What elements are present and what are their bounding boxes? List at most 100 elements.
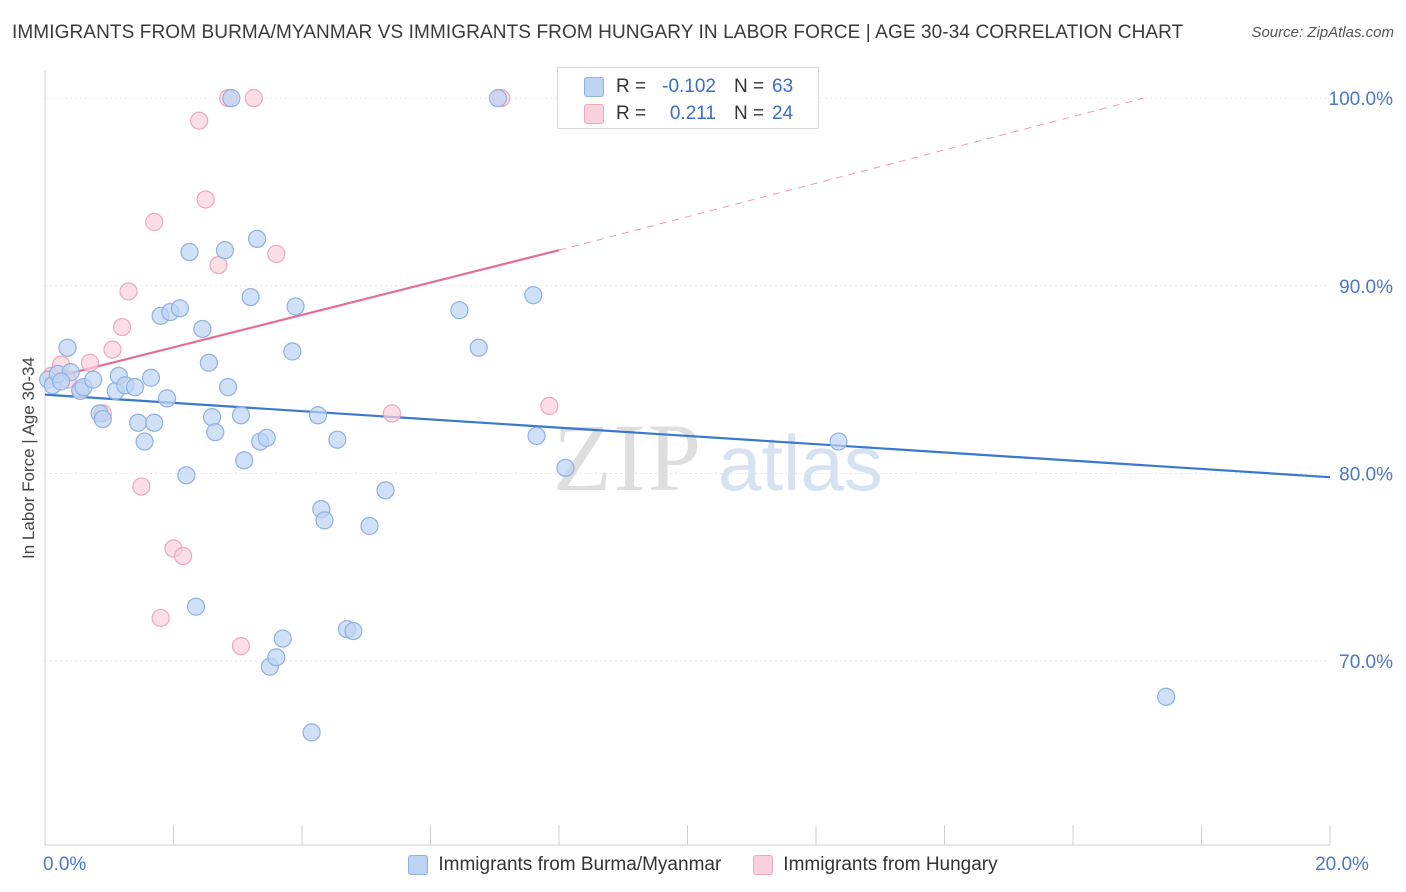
data-point-burma [135, 432, 154, 451]
point-layer [39, 89, 1176, 742]
data-point-burma [129, 413, 148, 432]
data-point-burma [241, 287, 260, 307]
legend-label-hungary: Immigrants from Hungary [783, 854, 998, 875]
data-point-burma [222, 89, 241, 108]
data-point-hungary [112, 317, 132, 337]
data-point-burma [286, 297, 305, 316]
stat-swatch-pink [584, 104, 604, 124]
axis-layer [44, 70, 1331, 846]
trend-line-hungary [44, 249, 560, 381]
grid-layer [45, 97, 1330, 662]
data-point-burma [344, 621, 363, 641]
data-point-burma [527, 426, 546, 446]
watermark-atlas: atlas [718, 419, 883, 507]
data-point-burma [125, 378, 145, 397]
watermark: ZIP atlas [553, 404, 883, 511]
data-point-burma [450, 301, 469, 320]
stat-swatch-blue [584, 77, 604, 97]
data-point-burma [328, 430, 347, 449]
data-point-hungary [103, 340, 122, 359]
data-point-burma [360, 516, 379, 536]
x-tick-label: 0.0% [43, 854, 86, 875]
data-point-burma [469, 338, 488, 357]
data-point-burma [267, 648, 286, 667]
data-point-hungary [267, 244, 286, 263]
data-point-burma [177, 466, 196, 485]
legend-swatch-blue [408, 855, 429, 875]
data-point-hungary [80, 353, 100, 372]
data-point-burma [215, 241, 234, 260]
legend-item-hungary[interactable]: Immigrants from Hungary [753, 854, 998, 876]
data-point-hungary [196, 190, 215, 209]
data-point-burma [1157, 687, 1176, 706]
data-point-hungary [190, 111, 209, 130]
data-point-burma [524, 286, 543, 305]
stat-r-value-blue: -0.102 [662, 76, 716, 97]
stat-r-label: R = [616, 76, 647, 97]
stat-r-value-pink: 0.211 [669, 103, 716, 124]
data-point-burma [180, 242, 199, 262]
x-tick-label: 20.0% [1315, 854, 1369, 875]
chart-legend: Immigrants from Burma/Myanmar Immigrants… [0, 850, 1406, 880]
data-point-burma [219, 378, 238, 397]
data-point-burma [93, 409, 112, 429]
data-point-hungary [382, 404, 402, 423]
data-point-hungary [145, 212, 164, 232]
data-point-burma [202, 408, 222, 427]
data-point-burma [283, 342, 302, 361]
legend-item-burma[interactable]: Immigrants from Burma/Myanmar [408, 854, 721, 876]
data-point-burma [193, 319, 212, 339]
data-point-hungary [540, 396, 559, 415]
trend-line-hungary [558, 97, 1144, 251]
data-point-hungary [174, 546, 193, 566]
stat-n-label: N = [734, 76, 765, 97]
data-point-hungary [151, 608, 170, 628]
data-point-hungary [132, 477, 151, 496]
stat-n-value-pink: 24 [772, 103, 794, 124]
data-point-burma [84, 370, 103, 389]
tick-layer: 100.0% 90.0% 80.0% 70.0% 0.0% 20.0% [43, 89, 1393, 875]
data-point-hungary [119, 282, 138, 301]
watermark-zip: ZIP [553, 404, 703, 511]
y-tick-label: 70.0% [1339, 652, 1393, 673]
legend-swatch-pink [753, 855, 774, 875]
data-point-burma [231, 406, 251, 425]
chart-title: IMMIGRANTS FROM BURMA/MYANMAR VS IMMIGRA… [12, 22, 1184, 43]
data-point-burma [273, 629, 292, 648]
correlation-stats-box: R = -0.102 N = 63 R = 0.211 N = 24 [557, 67, 819, 129]
data-point-burma [206, 423, 225, 442]
legend-label-burma: Immigrants from Burma/Myanmar [438, 854, 722, 875]
stat-n-label: N = [734, 103, 765, 124]
data-point-hungary [231, 636, 251, 656]
data-point-burma [829, 432, 848, 451]
data-point-burma [376, 481, 395, 500]
data-point-burma [58, 338, 77, 357]
data-point-hungary [209, 256, 228, 275]
y-tick-label: 100.0% [1329, 89, 1394, 110]
stat-n-value-blue: 63 [772, 76, 794, 97]
trend-layer [44, 97, 1331, 479]
data-point-burma [302, 723, 321, 742]
data-point-burma [145, 413, 164, 432]
data-point-burma [257, 428, 276, 447]
y-axis-label: In Labor Force | Age 30-34 [19, 357, 38, 559]
data-point-burma [308, 406, 328, 425]
y-tick-label: 90.0% [1339, 277, 1393, 298]
data-point-burma [199, 353, 218, 372]
data-point-burma [556, 458, 575, 477]
data-point-burma [170, 299, 190, 318]
data-point-burma [51, 372, 71, 391]
y-tick-label: 80.0% [1339, 464, 1393, 485]
stat-row-pink: R = 0.211 N = 24 [584, 101, 793, 127]
data-point-burma [315, 511, 334, 530]
data-point-burma [235, 451, 254, 470]
source-label: Source: ZipAtlas.com [1251, 24, 1394, 41]
data-point-burma [488, 89, 508, 108]
data-point-burma [186, 597, 206, 616]
data-point-burma [247, 229, 267, 248]
stat-r-label: R = [616, 103, 647, 124]
data-point-burma [141, 368, 161, 387]
data-point-burma [157, 389, 177, 408]
data-point-hungary [244, 89, 263, 108]
